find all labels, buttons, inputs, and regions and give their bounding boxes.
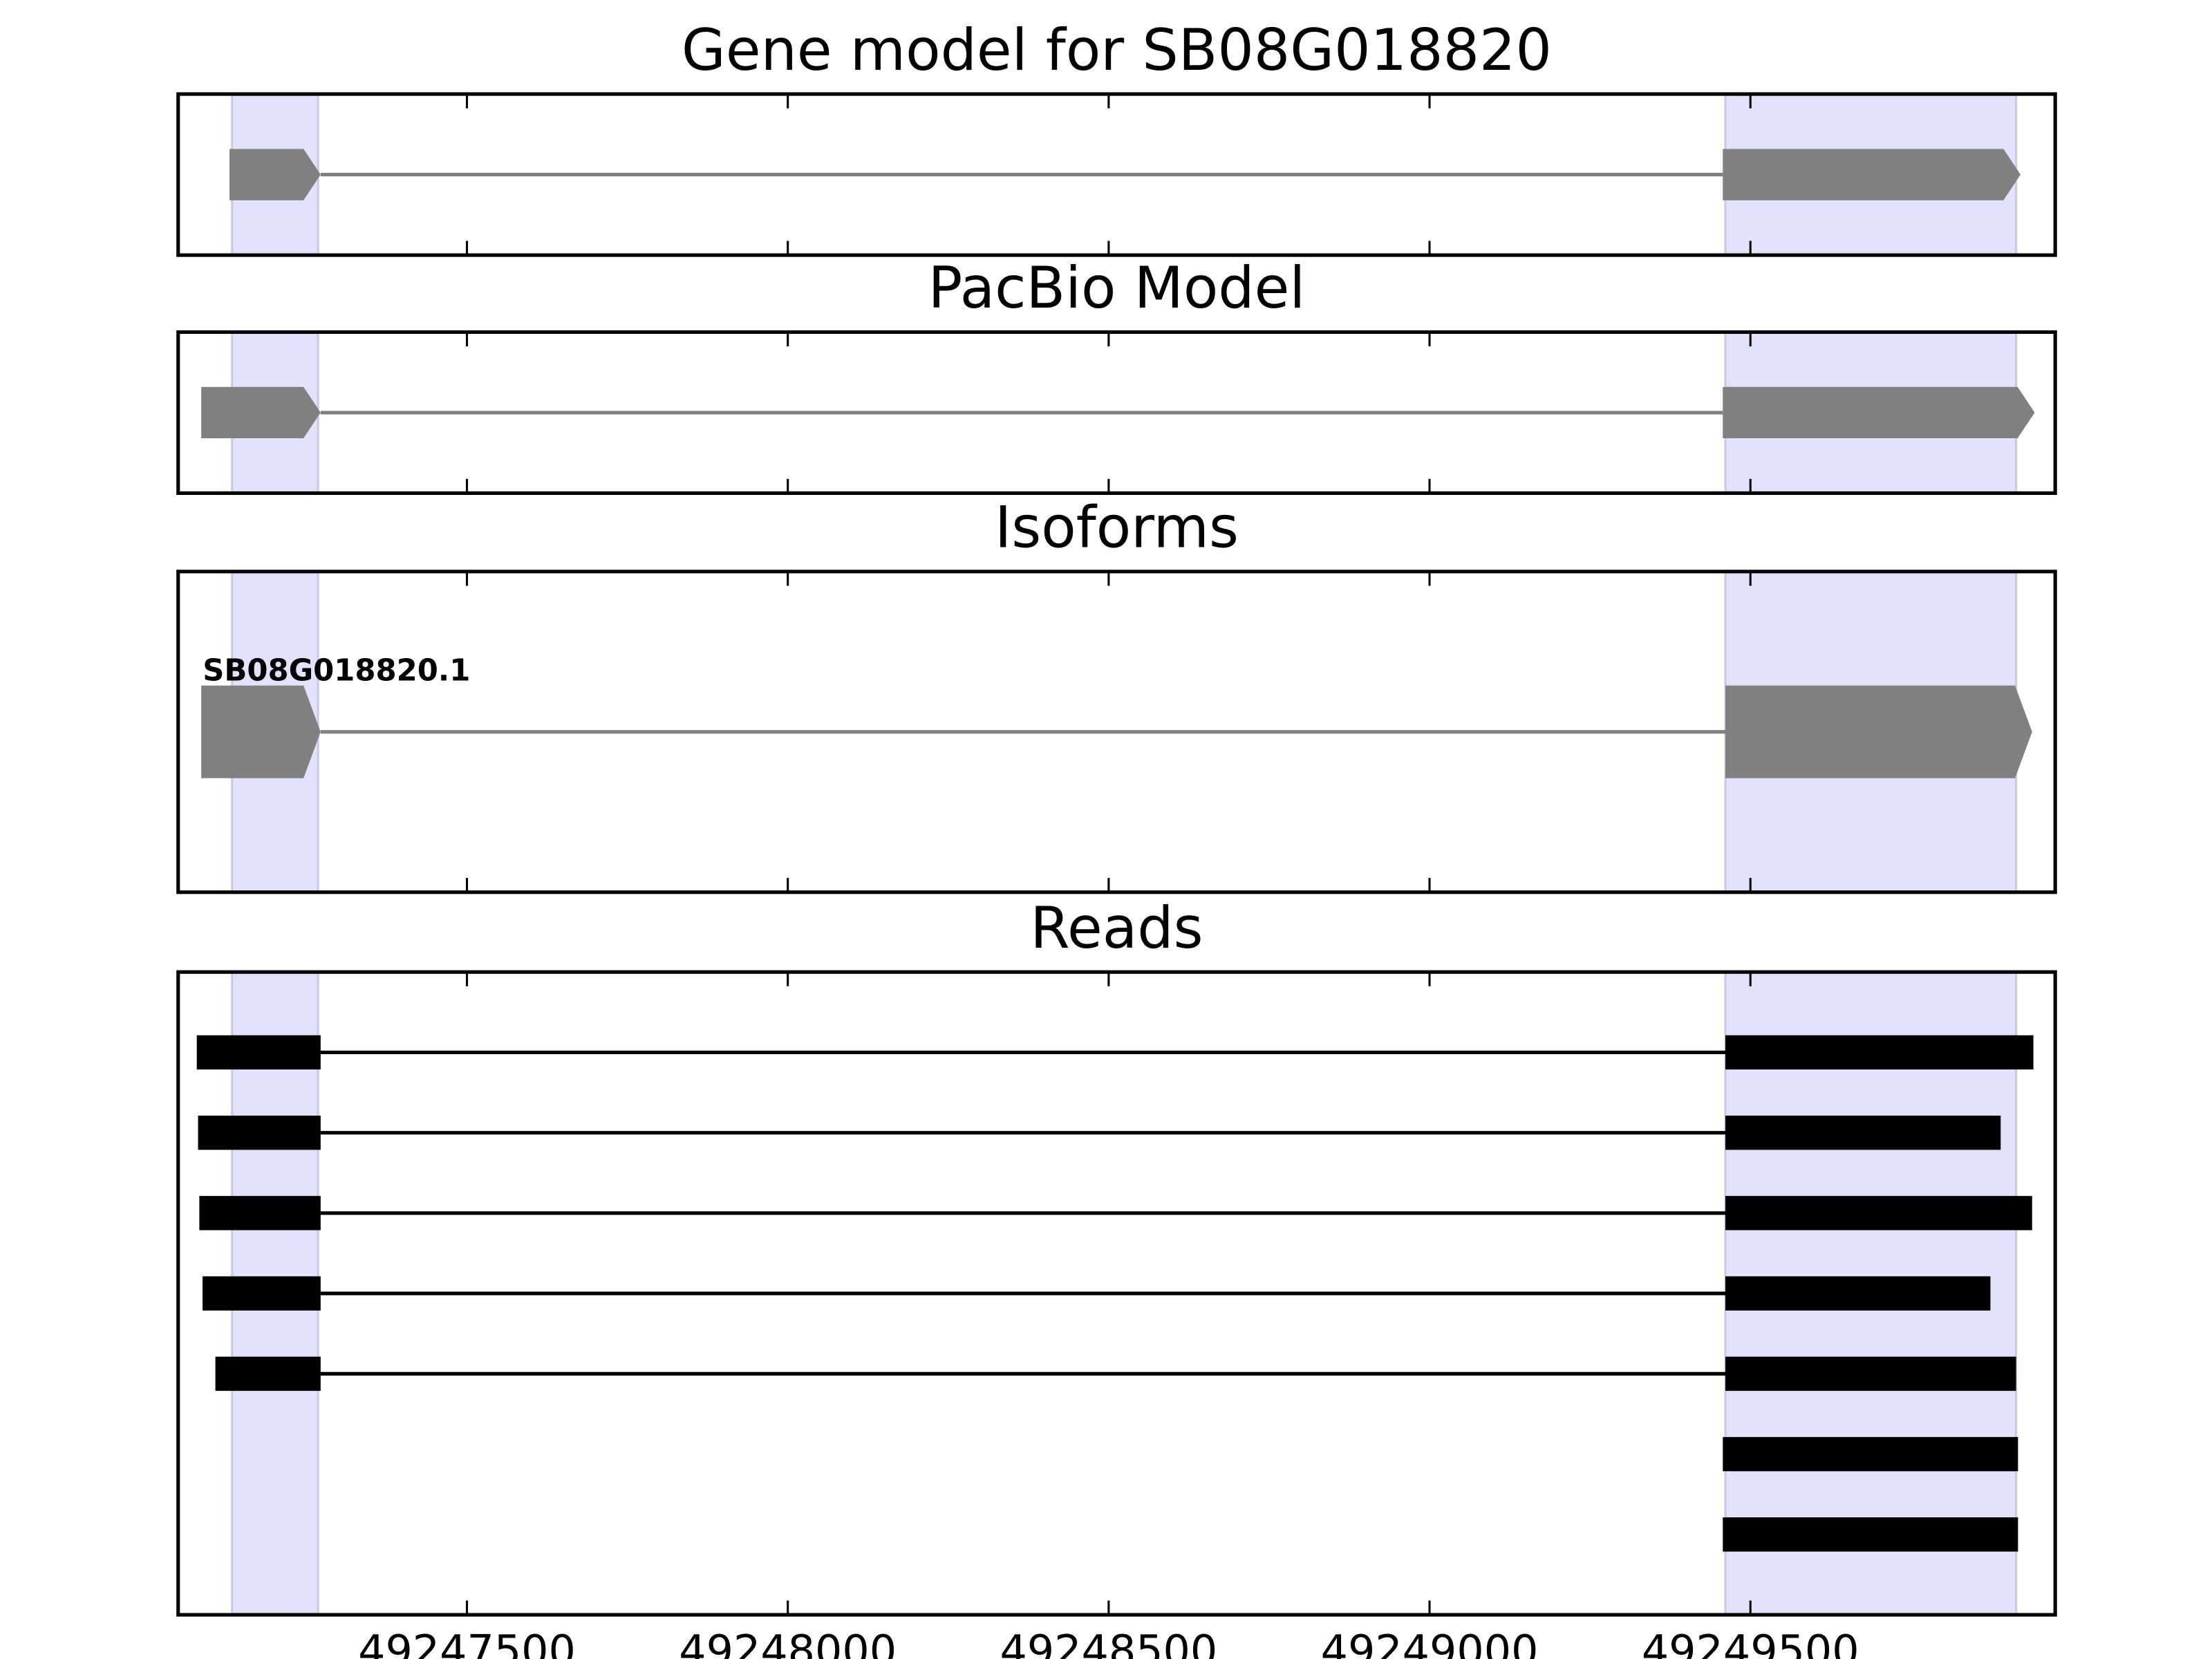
exon — [1725, 1115, 2001, 1150]
exon — [1725, 1356, 2016, 1391]
exon — [196, 1035, 321, 1070]
exon — [1725, 1196, 2032, 1230]
exon — [229, 149, 321, 200]
axes-frame — [176, 570, 2057, 894]
exon — [201, 386, 321, 439]
exon — [1723, 149, 2021, 200]
x-tick-label: 49248000 — [679, 1626, 897, 1659]
feature-label: SB08G018820.1 — [203, 654, 470, 688]
exon — [199, 1196, 321, 1230]
exon — [203, 1276, 321, 1311]
exon — [1723, 1436, 2018, 1472]
panel-title: Reads — [1030, 895, 1203, 962]
axes-frame — [176, 92, 2057, 257]
axes-frame — [176, 970, 2057, 1617]
exon — [1723, 1517, 2018, 1552]
panel-title: Isoforms — [995, 495, 1239, 561]
axes-frame — [176, 330, 2057, 495]
panel-title: PacBio Model — [928, 255, 1306, 321]
exon — [1725, 1035, 2034, 1070]
x-tick-label: 49248500 — [1000, 1626, 1217, 1659]
exon — [198, 1115, 321, 1150]
exon — [1725, 685, 2032, 778]
x-tick-label: 49249500 — [1642, 1626, 1859, 1659]
exon — [201, 685, 321, 778]
exon — [215, 1356, 321, 1391]
exon — [1723, 386, 2035, 439]
x-tick-label: 49249000 — [1321, 1626, 1539, 1659]
x-tick-label: 49247500 — [358, 1626, 576, 1659]
exon — [1725, 1276, 1991, 1311]
panel-title: Gene model for SB08G018820 — [682, 17, 1552, 84]
